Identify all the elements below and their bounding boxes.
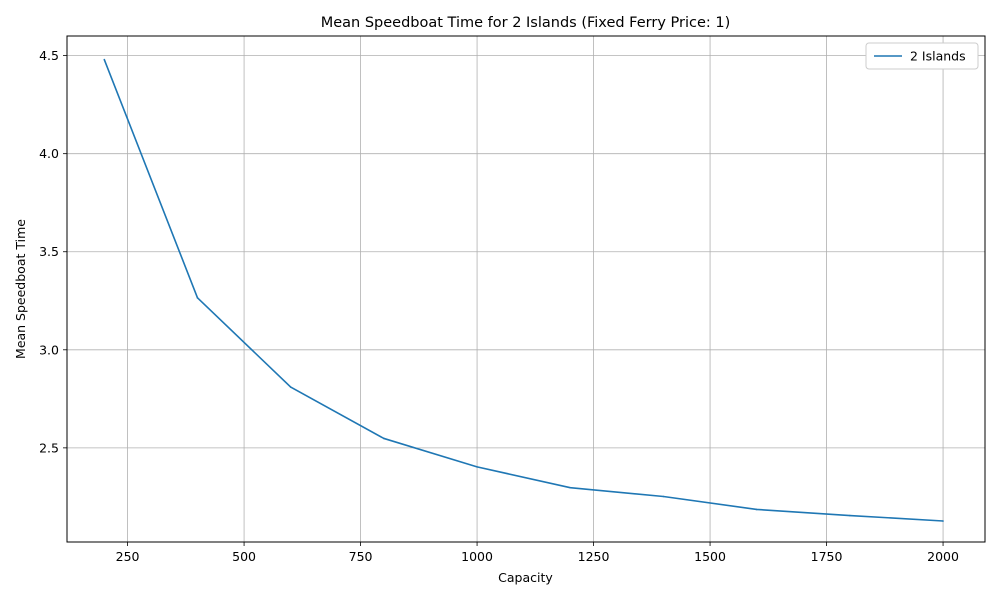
x-tick-label: 1250 <box>578 549 610 564</box>
x-tick-label: 750 <box>349 549 373 564</box>
x-axis-label: Capacity <box>498 570 553 585</box>
data-point <box>755 508 758 511</box>
y-tick-label: 4.5 <box>39 48 59 63</box>
x-tick-label: 250 <box>116 549 140 564</box>
y-axis-label: Mean Speedboat Time <box>13 219 28 359</box>
series-layer <box>103 58 944 522</box>
legend-series-label: 2 Islands <box>910 49 966 64</box>
y-tick-label: 3.5 <box>39 244 59 259</box>
x-tick-label: 1000 <box>461 549 493 564</box>
data-point <box>942 520 944 522</box>
legend-box <box>865 42 979 70</box>
plot-area-frame <box>66 35 986 543</box>
y-tick-label: 2.5 <box>39 440 59 455</box>
grid-lines <box>67 36 985 542</box>
x-tick-label: 500 <box>232 549 256 564</box>
data-point <box>849 514 851 517</box>
data-point <box>383 437 385 440</box>
data-point <box>569 486 572 489</box>
data-point <box>103 58 106 61</box>
x-tick-label: 1500 <box>694 549 726 564</box>
x-tick-label: 1750 <box>811 549 843 564</box>
chart-title: Mean Speedboat Time for 2 Islands (Fixed… <box>321 15 731 31</box>
y-axis-ticks: 2.5 3.0 3.5 4.0 4.5 <box>39 48 67 455</box>
data-point <box>196 297 199 299</box>
x-tick-label: 2000 <box>927 549 959 564</box>
y-tick-label: 4.0 <box>39 146 59 161</box>
data-point <box>662 495 665 498</box>
series-line <box>103 59 944 522</box>
y-tick-label: 3.0 <box>39 342 59 357</box>
data-point <box>289 386 292 388</box>
legend: 2 Islands <box>865 42 979 70</box>
x-axis-ticks: 250 500 750 1000 1250 1500 1750 2000 <box>116 542 959 564</box>
data-point <box>476 466 478 468</box>
